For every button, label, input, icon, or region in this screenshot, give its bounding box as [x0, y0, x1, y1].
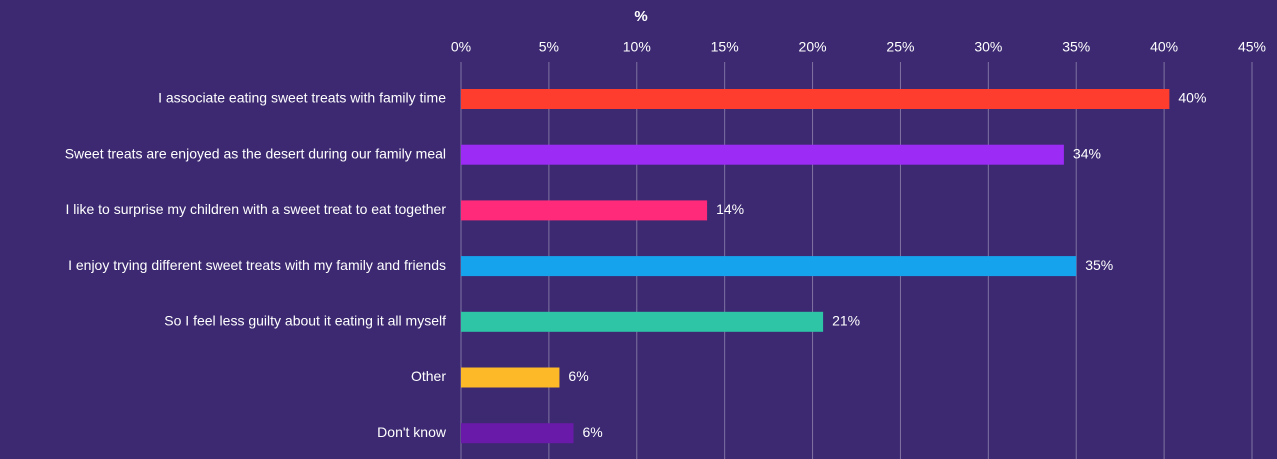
bar — [461, 311, 824, 332]
bar — [461, 256, 1077, 277]
value-label: 34% — [1073, 145, 1101, 161]
x-tick-label: 30% — [974, 39, 1002, 55]
value-label: 6% — [568, 368, 588, 384]
bar — [461, 200, 708, 221]
y-tick-label: I enjoy trying different sweet treats wi… — [68, 257, 446, 273]
y-tick-label: Other — [411, 368, 446, 384]
value-label: 6% — [582, 424, 602, 440]
bar — [461, 144, 1064, 165]
x-tick-label: 5% — [539, 39, 559, 55]
value-label: 21% — [832, 313, 860, 329]
y-tick-label: So I feel less guilty about it eating it… — [164, 313, 446, 329]
value-label: 40% — [1178, 90, 1206, 106]
x-tick-label: 40% — [1150, 39, 1178, 55]
value-label: 14% — [716, 201, 744, 217]
y-tick-label: I like to surprise my children with a sw… — [65, 201, 446, 217]
x-tick-label: 10% — [623, 39, 651, 55]
x-tick-label: 0% — [451, 39, 471, 55]
bar — [461, 89, 1170, 109]
x-tick-label: 25% — [886, 39, 914, 55]
y-tick-label: I associate eating sweet treats with fam… — [158, 90, 446, 106]
bar — [461, 367, 560, 388]
y-tick-label: Sweet treats are enjoyed as the desert d… — [65, 145, 446, 161]
x-tick-label: 45% — [1238, 39, 1266, 55]
axis-title: % — [634, 8, 647, 25]
x-tick-label: 35% — [1062, 39, 1090, 55]
bar — [461, 423, 574, 444]
x-tick-label: 15% — [711, 39, 739, 55]
value-label: 35% — [1085, 257, 1113, 273]
y-tick-label: Don't know — [377, 424, 447, 440]
x-tick-label: 20% — [799, 39, 827, 55]
